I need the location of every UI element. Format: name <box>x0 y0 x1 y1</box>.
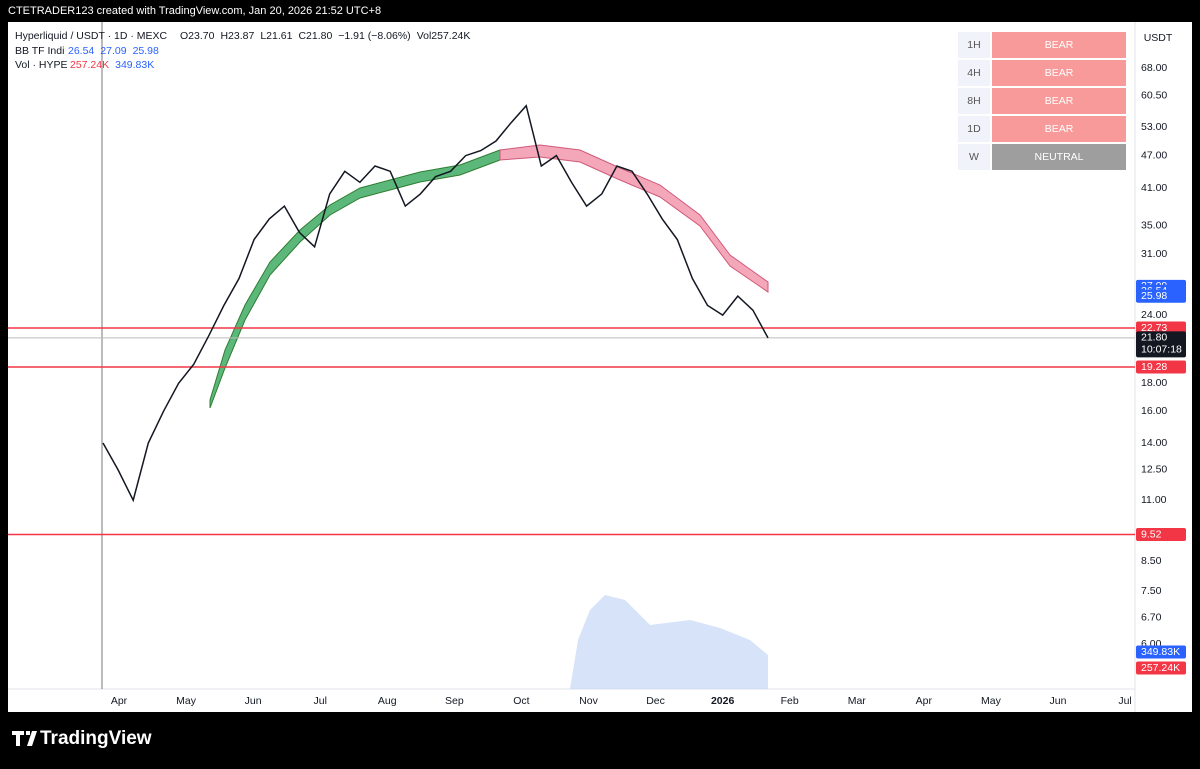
price-tag-label: 21.80 <box>1141 332 1167 344</box>
legend-ohlc-value: L21.61 <box>260 30 292 42</box>
price-tag <box>1136 527 1186 541</box>
legend-ohlc-value: H23.87 <box>220 30 254 42</box>
price-axis-label: 11.00 <box>1141 494 1167 506</box>
brand-name: TradingView <box>40 728 152 749</box>
chart-content: 68.00 60.50 53.00 47.00 41.00 35.00 31.00 24.00… <box>8 32 1186 707</box>
price-axis-label: 47.00 <box>1141 149 1167 161</box>
price-axis-label: 24.00 <box>1141 309 1167 321</box>
table-value-cell <box>992 116 1126 142</box>
table-value: BEAR <box>1045 67 1074 79</box>
legend-ohlc: O23.70 H23.87 L21.61 C21.80 −1.91 (−8.06%) Vo… <box>180 30 470 42</box>
time-axis-label: Aug <box>378 695 397 707</box>
price-axis-label: 14.00 <box>1141 437 1167 449</box>
legend-volume-name: Vol · HYPE <box>15 59 68 71</box>
price-tag-timer: 10:07:18 <box>1141 344 1182 356</box>
price-axis-label: 53.00 <box>1141 121 1167 133</box>
table-label: 8H <box>967 95 980 107</box>
price-tag <box>1136 321 1186 335</box>
table-label-cell <box>958 144 990 170</box>
table-label-cell <box>958 32 990 58</box>
legend-volume-value: 349.83K <box>115 59 154 71</box>
time-axis-label: Apr <box>111 695 128 707</box>
price-tag <box>1136 289 1186 303</box>
price-axis-label: 6.70 <box>1141 612 1162 624</box>
table-value: BEAR <box>1045 95 1074 107</box>
price-axis-label: 16.00 <box>1141 405 1167 417</box>
volume-tag-label: 257.24K <box>1141 662 1180 674</box>
volume-tag <box>1136 645 1186 659</box>
volume-average-area <box>570 595 768 689</box>
time-axis-label: Dec <box>646 695 665 707</box>
price-axis-label: 7.50 <box>1141 585 1162 597</box>
legend-volume-values: 257.24K 349.83K <box>70 59 154 71</box>
legend-ohlc-value: C21.80 <box>298 30 332 42</box>
table-label: W <box>969 151 979 163</box>
time-axis-label: Feb <box>781 695 799 707</box>
time-axis-label: Sep <box>445 695 464 707</box>
time-axis-label: Jun <box>245 695 262 707</box>
legend-ohlc-value: O23.70 <box>180 30 215 42</box>
table-value-cell <box>992 88 1126 114</box>
time-axis-label: 2026 <box>711 695 735 707</box>
price-axis-label: 8.50 <box>1141 555 1162 567</box>
price-axis-label: 60.50 <box>1141 90 1167 102</box>
time-axis-label: Jun <box>1050 695 1067 707</box>
table-label: 1H <box>967 39 980 51</box>
table-label: 4H <box>967 67 980 79</box>
table-label-cell <box>958 88 990 114</box>
price-axis-label: 41.00 <box>1141 182 1167 194</box>
table-value: NEUTRAL <box>1034 151 1083 163</box>
legend-symbol: Hyperliquid / USDT · 1D · MEXC <box>15 30 168 42</box>
table-value-cell <box>992 60 1126 86</box>
legend-indicator-name: BB TF Indi <box>15 45 64 57</box>
price-axis-label: 18.00 <box>1141 377 1167 389</box>
time-axis-label: Oct <box>513 695 529 707</box>
table-label: 1D <box>967 123 981 135</box>
legend-indicator-values: 26.54 27.09 25.98 <box>68 45 159 57</box>
time-axis-label: Jul <box>313 695 326 707</box>
volume-tag <box>1136 661 1186 675</box>
brand-logo <box>12 731 37 746</box>
time-axis-label: May <box>981 695 1002 707</box>
footer: TradingView <box>12 728 152 749</box>
table-value-cell <box>992 32 1126 58</box>
price-axis-label: 35.00 <box>1141 219 1167 231</box>
price-line <box>102 104 769 503</box>
table-value: BEAR <box>1045 123 1074 135</box>
time-axis-label: Apr <box>916 695 933 707</box>
currency-label: USDT <box>1144 32 1173 44</box>
table-value-cell <box>992 144 1126 170</box>
price-tag <box>1136 360 1186 374</box>
price-axis-label: 68.00 <box>1141 62 1167 74</box>
table-value: BEAR <box>1045 39 1074 51</box>
legend-volume-value: 257.24K <box>70 59 109 71</box>
legend-indicator-value: 26.54 <box>68 45 94 57</box>
price-tag-label: 22.73 <box>1141 322 1167 334</box>
price-tag-label: 25.98 <box>1141 290 1167 302</box>
price-tag <box>1136 331 1186 358</box>
time-axis-label: Jul <box>1118 695 1131 707</box>
time-axis-label: May <box>176 695 197 707</box>
volume-tag-label: 349.83K <box>1141 646 1180 658</box>
legend-indicator-value: 27.09 <box>100 45 126 57</box>
price-tag-label: 19.28 <box>1141 361 1167 373</box>
legend-ohlc-value: Vol257.24K <box>417 30 471 42</box>
time-axis-label: Mar <box>848 695 867 707</box>
table-label-cell <box>958 60 990 86</box>
legend-ohlc-value: −1.91 (−8.06%) <box>338 30 410 42</box>
price-axis-label: 31.00 <box>1141 248 1167 260</box>
time-axis-label: Nov <box>579 695 598 707</box>
table-label-cell <box>958 116 990 142</box>
price-tag-label: 9.52 <box>1141 528 1162 540</box>
header-text: CTETRADER123 created with TradingView.co… <box>8 5 381 17</box>
legend-indicator-value: 25.98 <box>133 45 159 57</box>
price-axis-label: 12.50 <box>1141 464 1167 476</box>
